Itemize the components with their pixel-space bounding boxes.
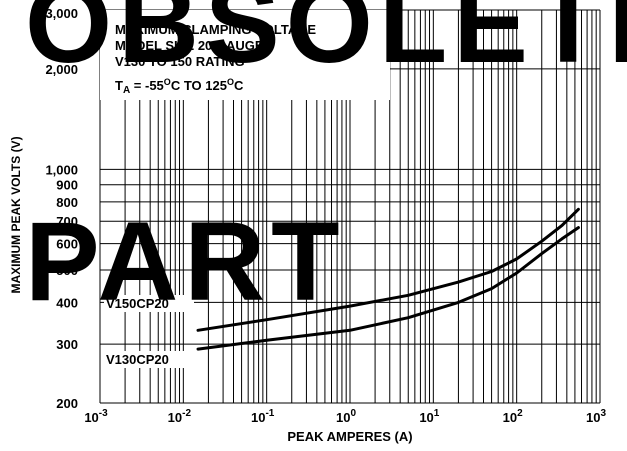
series-labels: V150CP20 V130CP20	[104, 295, 194, 368]
y-axis-label: MAXIMUM PEAK VOLTS (V)	[9, 136, 23, 293]
y-tick-label: 200	[56, 396, 78, 411]
y-tick-label: 800	[56, 195, 78, 210]
series-label-bg	[104, 351, 194, 368]
x-tick-label: 100	[336, 408, 356, 425]
y-tick-bg	[44, 236, 79, 252]
series-layer	[196, 207, 580, 351]
y-tick-label: 700	[56, 214, 78, 229]
y-tick-bg	[44, 396, 79, 411]
y-tick-bg	[44, 337, 79, 353]
y-tick-label: 1,000	[45, 162, 78, 177]
x-tick-label: 10-3	[84, 408, 108, 425]
x-tick-label: 101	[419, 408, 439, 425]
series-label-bg	[104, 295, 194, 312]
series-line-v150cp20	[196, 207, 580, 332]
y-tick-bg	[44, 295, 79, 311]
y-tick-bg	[44, 6, 79, 21]
y-tick-label: 2,000	[45, 62, 78, 77]
x-axis-ticks: 10-3 10-2 10-1 100 101 102 103	[84, 408, 606, 425]
x-tick-label: 102	[503, 408, 523, 425]
y-tick-bg	[44, 61, 79, 77]
x-tick-label: 10-2	[168, 408, 192, 425]
annotation-line-2: MODEL SIZE 20 GAUGE	[115, 38, 264, 53]
annotation-box	[100, 10, 390, 100]
y-tick-label: 400	[56, 295, 78, 310]
x-tick-label: 103	[586, 408, 606, 425]
y-tick-bg	[44, 162, 79, 178]
y-tick-bg	[44, 177, 79, 193]
y-tick-label: 900	[56, 178, 78, 193]
series-label-v130cp20: V130CP20	[106, 352, 169, 367]
y-tick-label: 300	[56, 337, 78, 352]
y-tick-label: 600	[56, 237, 78, 252]
y-tick-label: 500	[56, 263, 78, 278]
annotation-line-3: V130 TO 150 RATING	[115, 54, 245, 69]
annotation-line-1: MAXIMUM CLAMPING VOLTAGE	[115, 22, 316, 37]
series-line-v130cp20	[196, 226, 580, 351]
y-tick-bg	[44, 263, 79, 279]
chart-annotations: MAXIMUM CLAMPING VOLTAGE MODEL SIZE 20 G…	[115, 22, 316, 96]
x-tick-label: 10-1	[251, 408, 275, 425]
x-axis-label: PEAK AMPERES (A)	[287, 429, 412, 444]
annotation-temperature: TA = -55OC TO 125OC	[115, 77, 244, 96]
watermark-line-2: PART	[25, 199, 346, 324]
y-tick-bg	[44, 194, 79, 210]
obsolete-watermark: OBSOLETE PART	[25, 0, 627, 324]
series-label-v150cp20: V150CP20	[106, 296, 169, 311]
y-tick-label: 3,000	[45, 6, 78, 21]
y-tick-bg	[44, 214, 79, 230]
watermark-line-1: OBSOLETE	[25, 0, 627, 86]
